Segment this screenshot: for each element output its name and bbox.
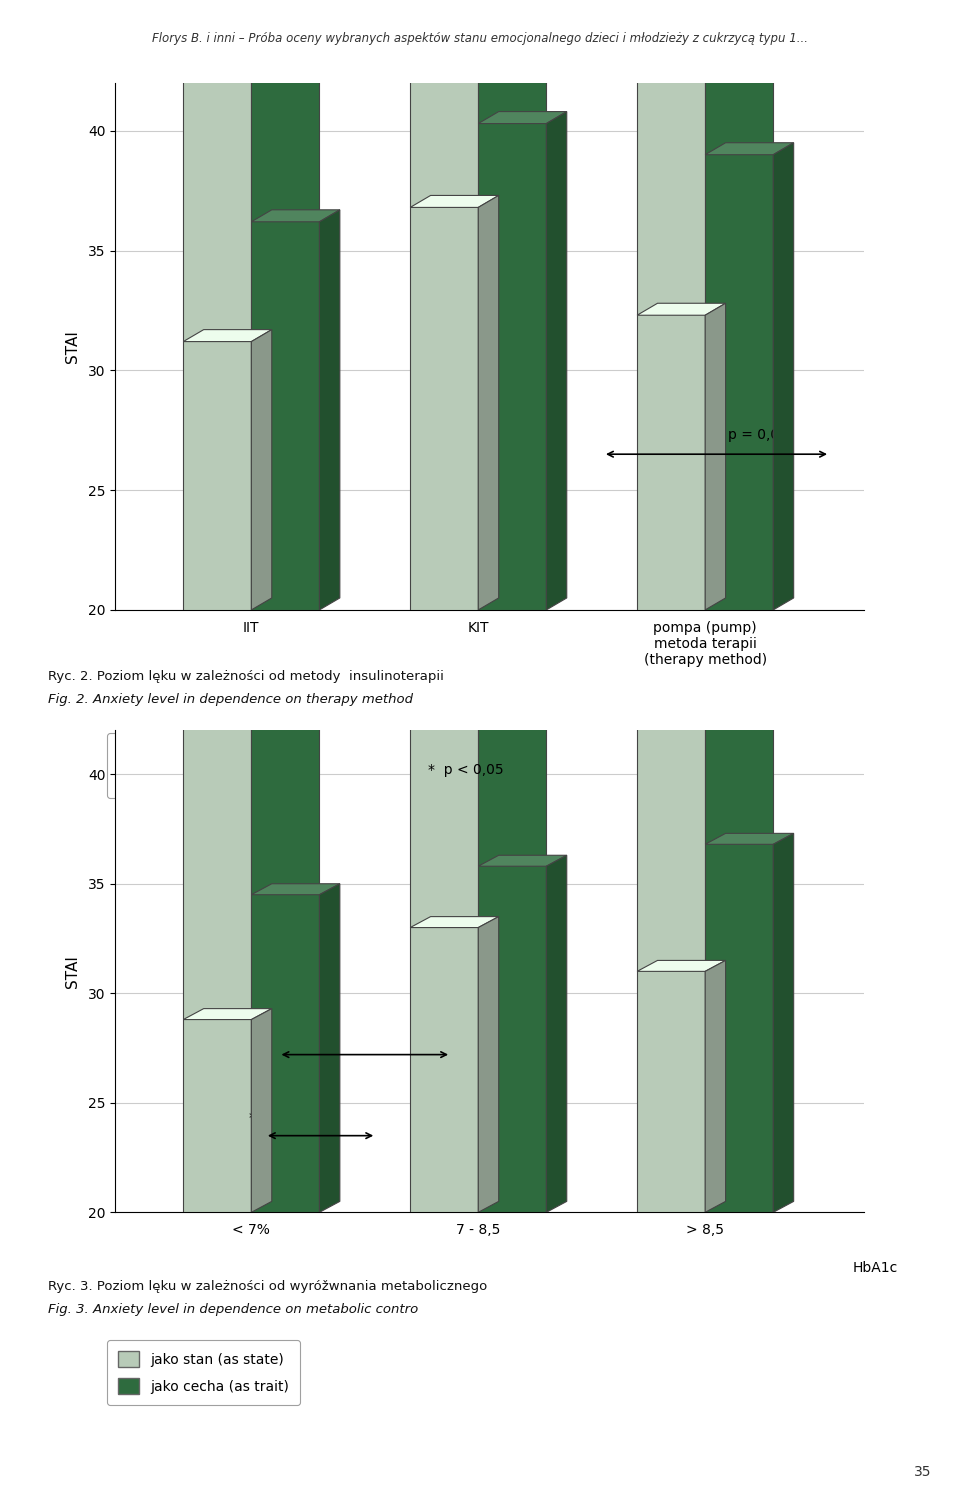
Bar xyxy=(637,533,706,1212)
Bar xyxy=(637,0,706,610)
Polygon shape xyxy=(706,833,794,845)
Text: p = 0,08: p = 0,08 xyxy=(728,428,788,443)
Bar xyxy=(252,456,320,1212)
Bar xyxy=(410,0,478,610)
Legend: jako stan (as state), jako cecha (as trait): jako stan (as state), jako cecha (as tra… xyxy=(108,733,300,798)
Polygon shape xyxy=(252,1009,272,1212)
Legend: jako stan (as state), jako cecha (as trait): jako stan (as state), jako cecha (as tra… xyxy=(108,1340,300,1405)
Polygon shape xyxy=(410,196,498,208)
Polygon shape xyxy=(252,884,340,895)
Text: 35: 35 xyxy=(914,1465,931,1479)
Bar xyxy=(706,0,773,610)
Text: Fig. 2. Anxiety level in dependence on therapy method: Fig. 2. Anxiety level in dependence on t… xyxy=(48,693,413,706)
Polygon shape xyxy=(478,196,498,610)
Text: *: * xyxy=(249,1111,256,1126)
Text: Florys B. i inni – Próba oceny wybranych aspektów stanu emocjonalnego dzieci i m: Florys B. i inni – Próba oceny wybranych… xyxy=(152,32,808,45)
Polygon shape xyxy=(410,917,498,928)
Bar xyxy=(252,0,320,610)
Polygon shape xyxy=(706,961,726,1212)
Polygon shape xyxy=(546,111,566,610)
Text: *  p < 0,05: * p < 0,05 xyxy=(428,764,504,777)
Polygon shape xyxy=(252,209,340,221)
Bar xyxy=(478,0,546,610)
Bar xyxy=(706,407,773,1212)
Polygon shape xyxy=(637,961,726,971)
Polygon shape xyxy=(183,330,272,342)
Polygon shape xyxy=(183,1009,272,1020)
Polygon shape xyxy=(773,833,794,1212)
Polygon shape xyxy=(320,884,340,1212)
Bar xyxy=(478,428,546,1212)
Y-axis label: STAI: STAI xyxy=(64,955,80,988)
Polygon shape xyxy=(478,855,566,866)
Polygon shape xyxy=(773,143,794,610)
Polygon shape xyxy=(546,855,566,1212)
Text: Ryc. 3. Poziom lęku w zależności od wyróžwnania metabolicznego: Ryc. 3. Poziom lęku w zależności od wyró… xyxy=(48,1280,488,1294)
Polygon shape xyxy=(706,143,794,155)
Bar xyxy=(183,0,252,610)
Polygon shape xyxy=(706,303,726,610)
Bar xyxy=(183,581,252,1212)
Polygon shape xyxy=(252,330,272,610)
Bar xyxy=(410,489,478,1212)
Text: *: * xyxy=(262,1030,270,1045)
Y-axis label: STAI: STAI xyxy=(64,330,80,363)
Polygon shape xyxy=(478,917,498,1212)
Polygon shape xyxy=(637,303,726,315)
Text: Ryc. 2. Poziom lęku w zależności od metody  insulinoterapii: Ryc. 2. Poziom lęku w zależności od meto… xyxy=(48,670,444,684)
Polygon shape xyxy=(320,209,340,610)
Text: HbA1c: HbA1c xyxy=(852,1261,898,1274)
Polygon shape xyxy=(478,111,566,123)
Text: Fig. 3. Anxiety level in dependence on metabolic contro: Fig. 3. Anxiety level in dependence on m… xyxy=(48,1303,419,1316)
